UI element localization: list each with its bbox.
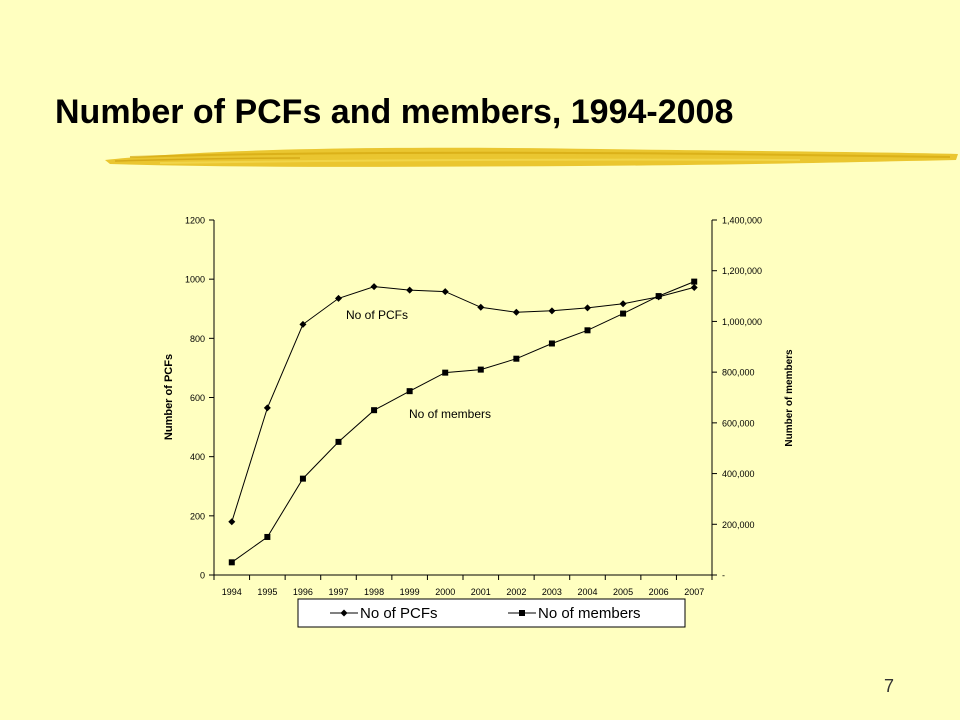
left-tick-label: 0 (200, 571, 205, 581)
data-point-members (513, 355, 520, 362)
data-point-pcfs (441, 288, 449, 296)
data-point-members (442, 369, 449, 376)
left-tick-label: 600 (190, 393, 205, 403)
data-point-members (406, 388, 413, 395)
x-tick-label: 2007 (684, 587, 704, 597)
series-layer (228, 278, 698, 566)
title-underline-brush (105, 147, 958, 167)
x-tick-label: 2005 (613, 587, 633, 597)
slide-title: Number of PCFs and members, 1994-2008 (55, 93, 734, 131)
x-tick-label: 2001 (471, 587, 491, 597)
right-tick-label: 1,400,000 (722, 216, 762, 226)
data-point-members (620, 310, 627, 317)
right-axis-title: Number of members (784, 349, 795, 447)
x-axis: 1994 1995 1996 1997 1998 1999 2000 2001 2002 2003… (213, 574, 713, 597)
x-tick-label: 1995 (257, 587, 277, 597)
data-point-members (371, 407, 378, 414)
right-tick-label: 800,000 (722, 368, 755, 378)
x-tick-label: 2004 (577, 587, 597, 597)
x-tick-label: 2000 (435, 587, 455, 597)
data-point-members (691, 278, 698, 285)
right-axis: - 200,000 400,000 600,000 800,000 1,000,000 1,… (711, 216, 762, 581)
left-tick-label: 1000 (185, 275, 205, 285)
x-tick-label: 1997 (328, 587, 348, 597)
legend-marker-members (519, 610, 525, 616)
legend-label-members: No of members (538, 605, 641, 622)
data-point-pcfs (228, 518, 236, 526)
data-point-pcfs (584, 304, 591, 312)
x-tick-label: 1998 (364, 587, 384, 597)
data-point-pcfs (299, 320, 307, 328)
x-tick-label: 2003 (542, 587, 562, 597)
x-tick-label: 2002 (506, 587, 526, 597)
x-tick-label: 1994 (222, 587, 242, 597)
data-point-pcfs (690, 283, 698, 291)
left-tick-label: 200 (190, 511, 205, 521)
left-axis: 0 200 400 600 800 1000 1200 (185, 216, 215, 581)
data-point-members (548, 340, 555, 347)
series-line-pcfs (231, 286, 695, 522)
annotation-members: No of members (409, 407, 491, 421)
data-point-members (477, 366, 484, 373)
legend-marker-pcfs (340, 609, 348, 617)
left-tick-label: 1200 (185, 216, 205, 226)
right-tick-label: 400,000 (722, 469, 755, 479)
data-point-pcfs (406, 286, 414, 294)
data-point-pcfs (548, 307, 556, 315)
data-point-members (655, 293, 662, 300)
right-tick-label: 1,200,000 (722, 266, 762, 276)
data-point-pcfs (512, 308, 520, 316)
data-point-members (228, 559, 235, 566)
data-point-members (584, 327, 591, 334)
series-line-members (231, 281, 695, 563)
right-tick-label: 200,000 (722, 520, 755, 530)
left-tick-label: 800 (190, 334, 205, 344)
page-number: 7 (884, 676, 895, 696)
data-point-pcfs (477, 303, 485, 311)
left-axis-title: Number of PCFs (163, 354, 175, 440)
x-tick-label: 2006 (649, 587, 669, 597)
data-point-members (335, 438, 342, 445)
data-point-pcfs (335, 294, 342, 302)
x-tick-label: 1999 (400, 587, 420, 597)
legend-box (297, 598, 686, 628)
data-point-members (264, 533, 271, 540)
data-point-pcfs (370, 283, 378, 291)
right-tick-label: - (722, 571, 725, 581)
data-point-pcfs (619, 300, 627, 308)
data-point-members (299, 475, 306, 482)
legend-label-pcfs: No of PCFs (360, 605, 438, 622)
data-point-pcfs (263, 404, 271, 412)
annotation-pcfs: No of PCFs (346, 308, 408, 322)
right-tick-label: 600,000 (722, 418, 755, 428)
legend: No of PCFs No of members (297, 598, 686, 628)
right-tick-label: 1,000,000 (722, 317, 762, 327)
left-tick-label: 400 (190, 452, 205, 462)
x-tick-label: 1996 (293, 587, 313, 597)
